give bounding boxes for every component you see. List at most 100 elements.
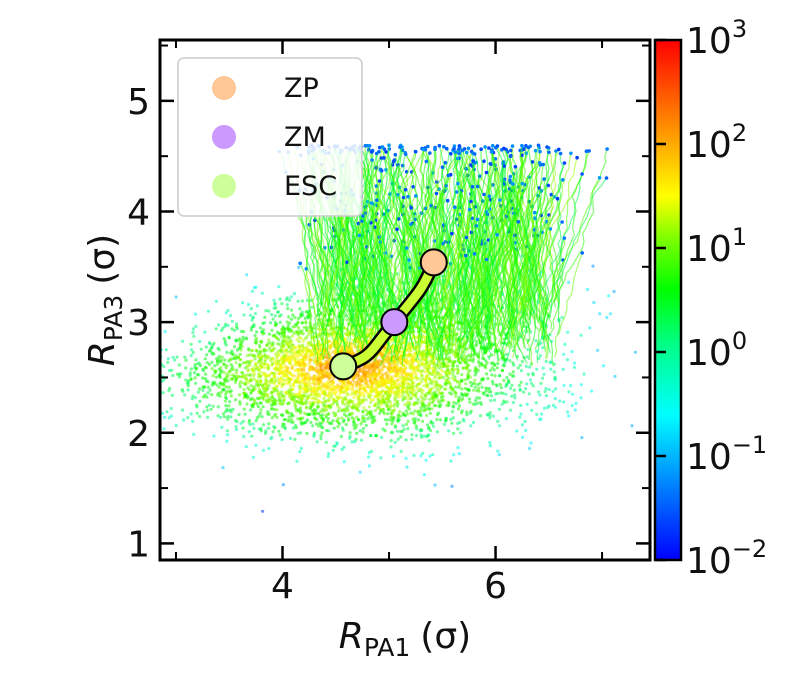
density-point (567, 280, 571, 284)
density-point (244, 360, 248, 364)
density-point (449, 417, 453, 421)
density-point (409, 355, 413, 359)
density-point (267, 309, 271, 313)
density-point (189, 354, 193, 358)
density-point (261, 448, 265, 452)
density-point (247, 380, 251, 384)
density-point (492, 398, 497, 402)
density-point (579, 383, 584, 387)
density-point (198, 339, 202, 344)
density-point (356, 409, 360, 413)
density-point (296, 368, 300, 372)
density-point (193, 396, 197, 400)
density-point (347, 403, 351, 407)
density-point (365, 413, 369, 417)
density-point (299, 336, 303, 340)
density-point (195, 405, 199, 409)
density-point (363, 373, 367, 377)
density-point (389, 404, 393, 408)
density-point (165, 410, 169, 414)
density-point (390, 337, 394, 341)
density-point (457, 400, 461, 404)
density-point (292, 395, 296, 399)
density-point (312, 367, 316, 371)
density-point (413, 419, 417, 423)
density-point (369, 433, 373, 438)
density-point (500, 402, 504, 406)
density-point (311, 408, 315, 413)
density-point (183, 393, 187, 397)
density-point (258, 345, 262, 349)
density-point (222, 337, 226, 341)
density-point (386, 418, 390, 422)
density-point (468, 411, 472, 415)
density-point (378, 407, 383, 411)
density-point (377, 372, 381, 376)
density-point (291, 426, 295, 430)
density-point (301, 321, 305, 325)
density-point (420, 373, 424, 377)
density-point (502, 378, 506, 383)
density-point (307, 330, 311, 334)
density-point (358, 470, 362, 474)
density-point (579, 333, 583, 337)
density-point (224, 392, 228, 396)
density-point (263, 394, 267, 398)
density-point (404, 438, 408, 442)
density-point (250, 367, 254, 371)
density-point (323, 364, 327, 368)
density-point (472, 388, 476, 392)
density-point (491, 382, 495, 386)
density-point (466, 371, 470, 375)
density-point (477, 389, 481, 393)
density-point (253, 399, 257, 403)
density-point (243, 391, 247, 395)
density-point (508, 372, 512, 376)
density-point (303, 316, 307, 320)
density-point (246, 395, 250, 399)
density-point (225, 433, 230, 437)
density-point (199, 347, 203, 351)
density-point (347, 381, 351, 385)
density-point (301, 357, 305, 361)
density-point (354, 383, 359, 387)
density-point (186, 381, 191, 385)
density-point (378, 411, 382, 415)
density-point (422, 473, 426, 477)
density-point (495, 366, 499, 370)
density-point (308, 393, 312, 397)
density-point (440, 368, 444, 373)
density-point (419, 395, 423, 399)
density-point (460, 393, 464, 397)
density-point (311, 424, 315, 428)
density-point (456, 327, 461, 331)
density-point (129, 382, 132, 385)
plot-area (129, 143, 638, 513)
density-point (242, 313, 246, 317)
density-point (415, 386, 419, 390)
density-point (325, 428, 329, 433)
density-point (285, 351, 289, 355)
density-point (226, 389, 230, 393)
density-point (225, 396, 229, 401)
density-point (383, 429, 387, 433)
density-point (256, 360, 261, 364)
density-point (375, 434, 379, 438)
density-point (396, 372, 400, 376)
density-point (244, 445, 248, 449)
density-point (181, 339, 185, 343)
density-point (198, 387, 202, 391)
density-point (193, 376, 197, 380)
density-point (467, 397, 472, 401)
density-point (526, 348, 530, 352)
density-point (286, 328, 290, 332)
density-point (259, 401, 263, 405)
density-point (452, 405, 456, 409)
density-point (222, 387, 226, 392)
density-point (312, 412, 316, 416)
density-point (205, 408, 209, 412)
density-point (143, 387, 146, 390)
density-point (198, 414, 202, 419)
density-point (315, 389, 319, 393)
density-point (194, 358, 198, 362)
